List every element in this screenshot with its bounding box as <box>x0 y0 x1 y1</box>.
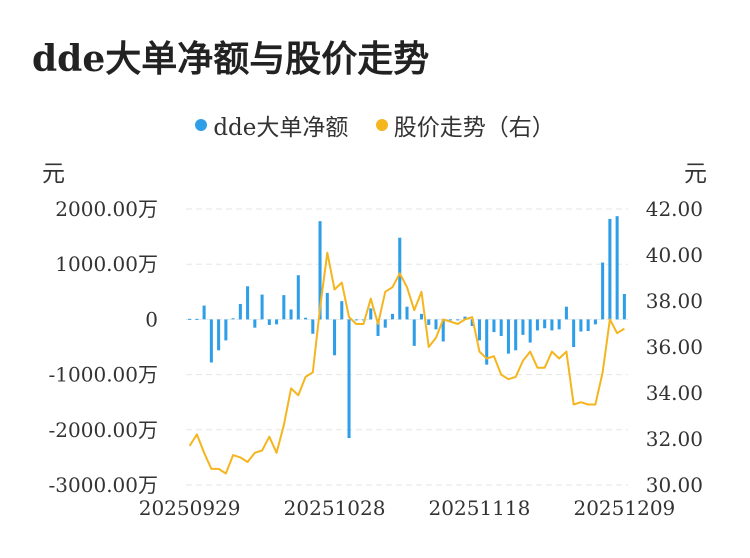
bar[interactable] <box>608 218 612 320</box>
bar[interactable] <box>354 319 358 321</box>
left-tick-label: -1000.00万 <box>49 363 158 387</box>
line-series-price <box>188 251 625 475</box>
bar[interactable] <box>506 319 510 354</box>
bar[interactable] <box>376 319 380 336</box>
bar[interactable] <box>543 319 547 329</box>
bar[interactable] <box>477 319 481 341</box>
right-axis-unit: 元 <box>684 161 707 187</box>
bar[interactable] <box>325 292 329 320</box>
bar[interactable] <box>564 306 568 320</box>
bar[interactable] <box>311 319 315 334</box>
bar[interactable] <box>434 319 438 330</box>
left-tick-label: 2000.00万 <box>55 197 158 221</box>
bar[interactable] <box>296 275 300 320</box>
x-axis-ticks: 20250929 20251028 20251118 20251209 <box>139 496 676 520</box>
bar[interactable] <box>557 319 561 330</box>
bar[interactable] <box>586 319 590 331</box>
left-axis-ticks: 2000.00万 1000.00万 0 -1000.00万 -2000.00万 -3000… <box>49 197 158 497</box>
bar[interactable] <box>419 313 424 320</box>
bar[interactable] <box>347 319 351 439</box>
bar[interactable] <box>405 306 409 320</box>
bar[interactable] <box>615 216 619 320</box>
bar[interactable] <box>304 317 308 320</box>
bar[interactable] <box>514 319 518 351</box>
bar[interactable] <box>427 319 431 325</box>
x-tick-label: 20251209 <box>573 496 675 520</box>
bar[interactable] <box>398 237 402 320</box>
bar[interactable] <box>485 319 489 365</box>
bar[interactable] <box>231 318 235 320</box>
left-tick-label: 0 <box>145 307 158 331</box>
bar[interactable] <box>333 319 337 356</box>
bar[interactable] <box>463 316 467 320</box>
bar[interactable] <box>195 318 199 320</box>
legend-marker-dde <box>195 119 208 131</box>
right-tick-label: 34.00 <box>646 381 703 405</box>
bar[interactable] <box>492 319 496 333</box>
left-axis-unit: 元 <box>42 161 65 187</box>
legend-marker-price <box>375 119 388 131</box>
right-tick-label: 42.00 <box>646 197 703 221</box>
bar[interactable] <box>383 319 387 328</box>
bar[interactable] <box>579 319 583 332</box>
bar[interactable] <box>535 319 539 331</box>
bar[interactable] <box>238 303 242 320</box>
legend: dde大单净额 股价走势（右） <box>0 108 750 142</box>
bar[interactable] <box>470 319 474 327</box>
right-tick-label: 32.00 <box>646 427 703 451</box>
bar[interactable] <box>267 319 271 325</box>
bar[interactable] <box>593 319 597 325</box>
x-tick-label: 20250929 <box>139 496 241 520</box>
bar[interactable] <box>340 301 344 320</box>
bar[interactable] <box>622 294 626 320</box>
left-tick-label: -2000.00万 <box>49 418 158 442</box>
bar[interactable] <box>390 313 395 320</box>
left-tick-label: 1000.00万 <box>55 252 158 276</box>
bar[interactable] <box>572 319 576 347</box>
price-line[interactable] <box>188 251 625 475</box>
bar[interactable] <box>448 319 452 321</box>
right-tick-label: 36.00 <box>646 335 703 359</box>
right-axis-ticks: 42.00 40.00 38.00 36.00 34.00 32.00 30.00 <box>646 197 703 497</box>
bar[interactable] <box>209 319 213 363</box>
bar[interactable] <box>224 319 228 341</box>
bar[interactable] <box>253 319 257 328</box>
bar[interactable] <box>521 319 525 335</box>
legend-item-price[interactable]: 股价走势（右） <box>375 108 555 142</box>
right-tick-label: 40.00 <box>646 243 703 267</box>
bar[interactable] <box>550 319 554 331</box>
right-tick-label: 30.00 <box>646 473 703 497</box>
bar[interactable] <box>275 319 279 325</box>
left-tick-label: -3000.00万 <box>49 473 158 497</box>
bar[interactable] <box>362 319 366 321</box>
x-tick-label: 20251118 <box>429 496 531 520</box>
grid-lines <box>186 208 628 486</box>
bar[interactable] <box>412 319 416 346</box>
bar[interactable] <box>202 305 206 320</box>
bar[interactable] <box>318 221 322 320</box>
bar[interactable] <box>282 295 286 320</box>
bar[interactable] <box>601 262 605 320</box>
bar[interactable] <box>260 294 264 320</box>
bar[interactable] <box>456 319 460 321</box>
bar[interactable] <box>188 318 192 320</box>
bar-series-dde <box>188 216 626 439</box>
x-tick-label: 20251028 <box>284 496 386 520</box>
bar[interactable] <box>217 319 221 351</box>
bar[interactable] <box>246 286 250 320</box>
bar[interactable] <box>528 319 532 343</box>
bar[interactable] <box>441 319 445 342</box>
chart-title: dde大单净额与股价走势 <box>32 38 430 80</box>
legend-label-price: 股价走势（右） <box>393 115 555 141</box>
legend-item-dde[interactable]: dde大单净额 <box>195 108 348 142</box>
bar[interactable] <box>289 309 293 320</box>
bar[interactable] <box>499 319 503 336</box>
legend-label-dde: dde大单净额 <box>213 115 349 141</box>
right-tick-label: 38.00 <box>646 289 703 313</box>
bar[interactable] <box>369 308 373 320</box>
